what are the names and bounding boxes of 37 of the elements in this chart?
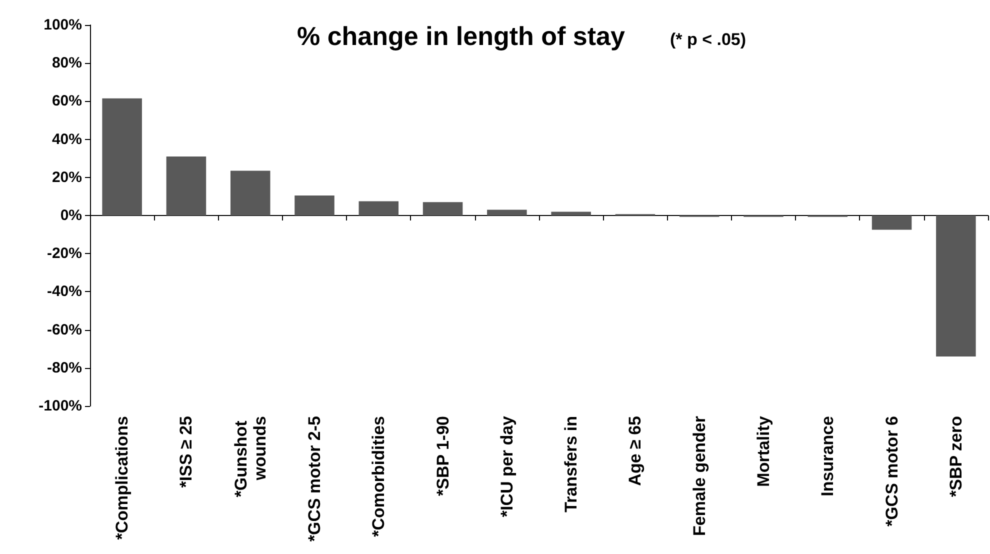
y-tick-label: -80% [46,359,82,376]
y-tick-label: -60% [46,321,82,338]
x-tick-label: Age ≥ 65 [626,416,645,486]
y-tick-label: 20% [52,168,82,186]
bar [936,216,976,356]
bar [358,201,399,216]
y-tick-label: -20% [46,245,82,262]
y-tick-label: 40% [52,130,82,148]
bar [102,98,142,216]
bar [166,156,206,216]
x-tick-label: *Gunshot wounds [231,416,270,498]
y-tick-label: 60% [52,92,82,110]
y-tick-label: 0% [60,207,82,224]
x-tick-label: Insurance [818,416,838,496]
y-tick-label: -40% [46,283,82,300]
x-tick-label: *SBP 1-90 [433,416,452,496]
x-tick-label: *SBP zero [946,416,966,497]
x-tick-label: *GCS motor 2-5 [305,416,324,542]
bar [422,202,463,216]
x-tick-label: *ICU per day [497,415,516,518]
bar [230,170,270,216]
x-tick-label: *Complications [112,416,132,540]
x-tick-label: Mortality [754,415,773,487]
x-tick-label: Female gender [690,416,709,536]
bar [551,212,591,216]
bar [294,196,334,216]
chart-subtitle: (* p < .05) [670,30,746,49]
y-tick-label: -100% [38,398,82,414]
x-tick-label: Transfers in [562,416,581,512]
bar [872,216,912,230]
x-tick-label: *GCS motor 6 [882,416,902,527]
y-tick-label: 80% [52,54,82,72]
x-tick-label: *ISS ≥ 25 [176,416,196,488]
bar [487,210,527,216]
chart-title: % change in length of stay [297,21,626,51]
x-tick-label: *Comorbidities [369,416,388,537]
y-tick-label: 100% [44,16,82,34]
